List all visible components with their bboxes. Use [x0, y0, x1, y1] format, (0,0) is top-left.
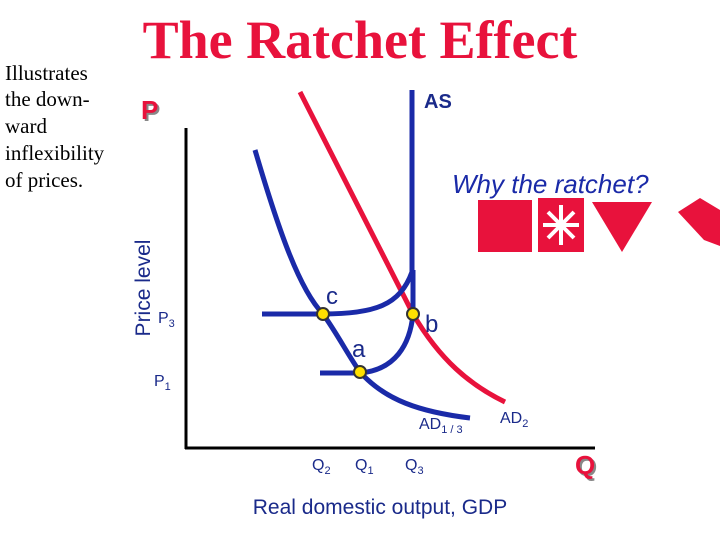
note-line: Illustrates — [5, 61, 88, 85]
ad13-label: AD1 / 3 — [419, 416, 463, 436]
price-label: P3 — [158, 310, 175, 330]
quantity-label: Q3 — [405, 457, 424, 477]
ad13-curve — [252, 149, 471, 421]
icon-snowflake — [543, 205, 579, 245]
point-b — [406, 307, 420, 321]
x-axis-label: Real domestic output, GDP — [253, 496, 507, 519]
price-label: P1 — [154, 373, 171, 393]
quantity-label: Q2 — [312, 457, 331, 477]
ad2-curve — [297, 90, 507, 405]
y-symbol-shadow: P — [143, 97, 160, 127]
icon-triangle — [592, 202, 652, 252]
note-line: inflexibility — [5, 141, 105, 165]
y-symbol: P — [141, 95, 158, 125]
question: Why the ratchet? — [452, 169, 649, 199]
icons — [478, 198, 720, 252]
labels: AS c b a P3 P1 AD1 / 3 AD2 Q2 Q1 Q3 — [154, 91, 528, 477]
point-a — [353, 365, 367, 379]
note-line: the down- — [5, 87, 90, 111]
y-axis-label: Price level — [132, 240, 155, 337]
quantity-label: Q1 — [355, 457, 374, 477]
title: The Ratchet Effect — [143, 10, 578, 70]
ad2-label: AD2 — [500, 410, 528, 430]
points — [316, 307, 420, 379]
point-c — [316, 307, 330, 321]
x-symbol-shadow: Q — [577, 452, 597, 482]
as-label: AS — [424, 91, 452, 113]
note: Illustrates the down- ward inflexibility… — [5, 61, 105, 192]
note-line: of prices. — [5, 168, 83, 192]
point-c-label: c — [326, 283, 338, 310]
note-line: ward — [5, 114, 47, 138]
icon-diamond — [678, 198, 720, 246]
x-symbol: Q — [575, 450, 595, 480]
icon-square — [478, 200, 532, 252]
point-a-label: a — [352, 336, 366, 363]
point-b-label: b — [425, 311, 438, 338]
